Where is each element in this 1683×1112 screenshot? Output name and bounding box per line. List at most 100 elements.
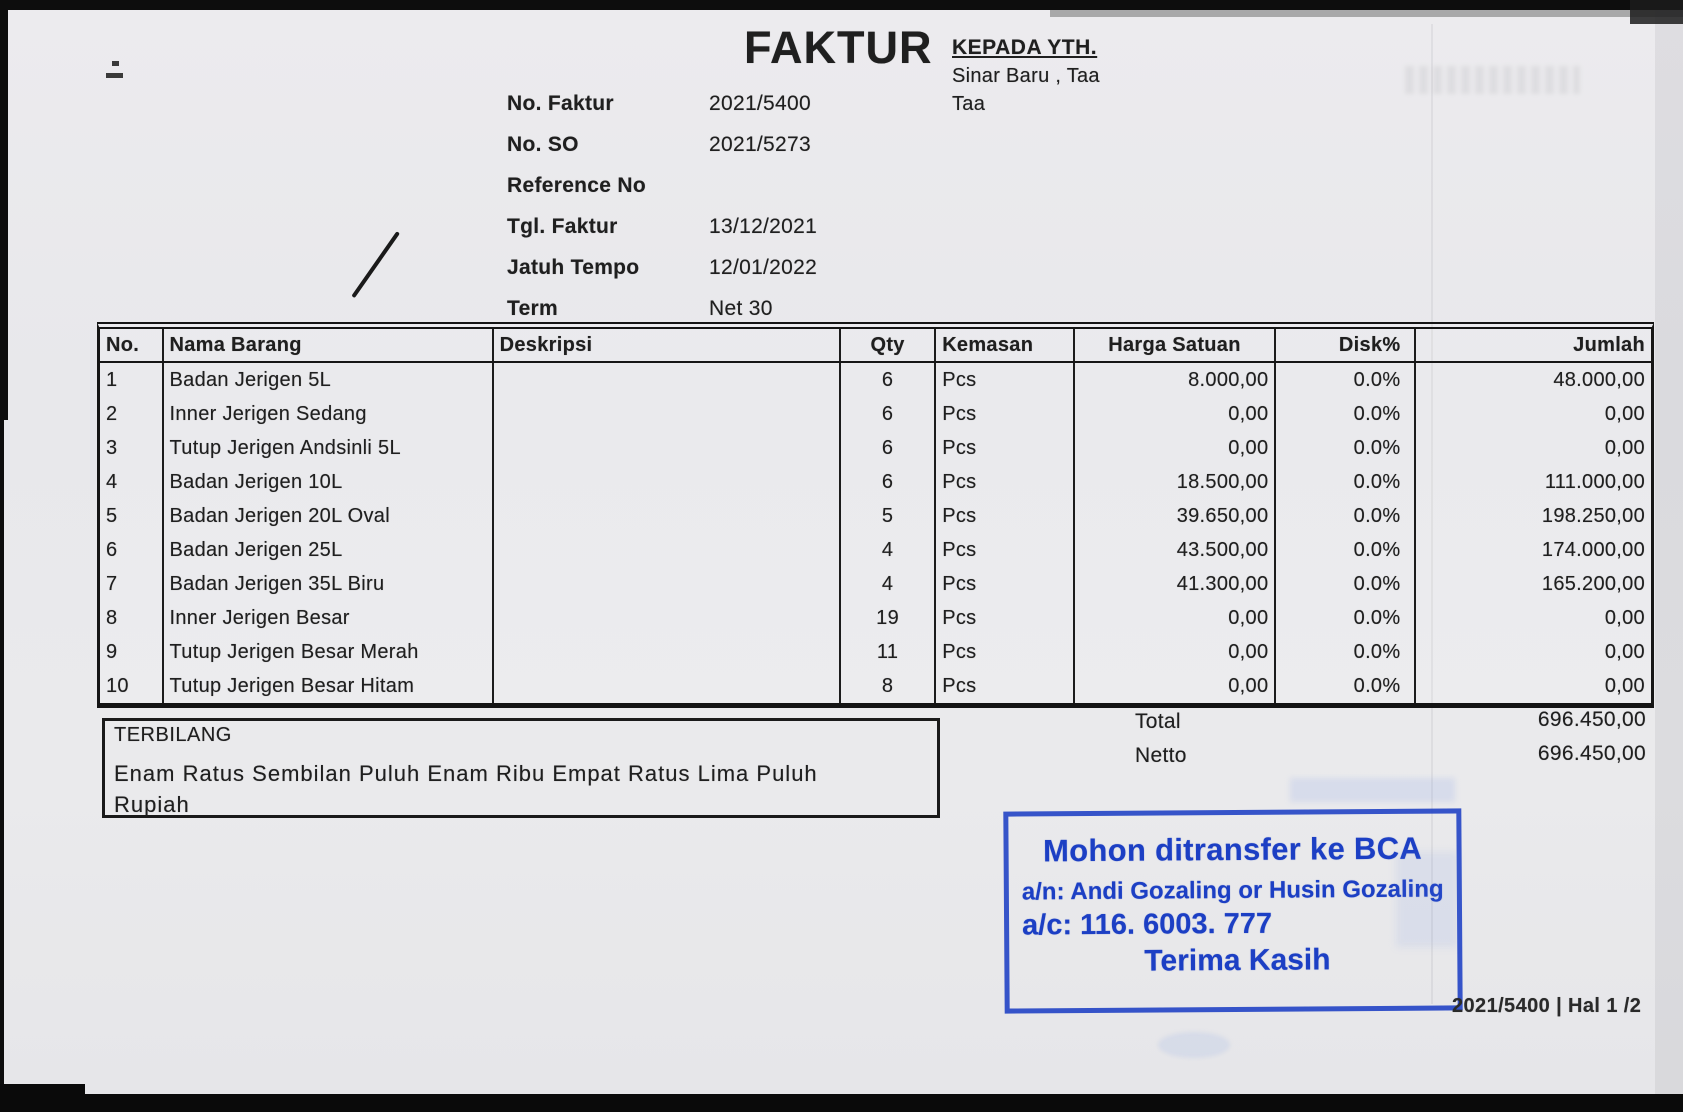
table-cell: 6 [100,533,164,567]
header-kemasan: Kemasan [935,329,1075,363]
table-cell: 0.0% [1275,533,1417,567]
items-table-body: 1 Badan Jerigen 5L 6 Pcs 8.000,00 0.0% 48.000,… [100,362,1651,703]
table-cell: 6 [840,362,937,397]
table-cell [492,635,842,669]
table-cell [492,499,842,533]
table-cell [492,465,842,499]
meta-row-term: Term Net 30 [507,297,817,338]
table-row: 10 Tutup Jerigen Besar Hitam 8 Pcs 0,00 0.0% 0… [100,669,1651,703]
table-cell: 198.250,00 [1541,504,1645,527]
scan-edge-bottom-left [0,1084,85,1112]
table-cell: 5 [100,499,164,533]
paper-fold-line [1431,24,1433,1004]
table-cell: Tutup Jerigen Besar Merah [162,635,494,669]
meta-label: No. SO [507,133,579,156]
table-row: 7 Badan Jerigen 35L Biru 4 Pcs 41.300,00 0.0%… [100,567,1651,601]
table-cell: Pcs [935,635,1075,669]
table-row: 4 Badan Jerigen 10L 6 Pcs 18.500,00 0.0% 111.0… [100,465,1651,499]
items-table: No. Nama Barang Deskripsi Qty Kemasan Ha… [97,322,1654,708]
table-cell: 0.0% [1275,567,1417,601]
table-cell: Pcs [935,567,1075,601]
table-cell: 174.000,00 [1541,538,1645,561]
table-cell: 0,00 [1604,436,1645,459]
header-no: No. [100,329,164,363]
header-harga-satuan: Harga Satuan [1073,329,1277,363]
table-cell: Badan Jerigen 25L [162,533,494,567]
table-cell [492,601,842,635]
table-cell: 165.200,00 [1541,572,1645,595]
table-cell: Badan Jerigen 20L Oval [162,499,494,533]
scan-edge-top-right [1630,0,1683,24]
bank-transfer-stamp: Mohon ditransfer ke BCA a/n: Andi Gozali… [1003,808,1463,1014]
table-cell: 0,00 [1604,606,1645,629]
meta-row-reference-no: Reference No [507,174,817,215]
table-cell: Badan Jerigen 5L [162,362,494,397]
meta-label: Reference No [507,174,646,197]
scan-edge-left [0,0,8,420]
table-cell: 1 [100,362,164,397]
table-row: 2 Inner Jerigen Sedang 6 Pcs 0,00 0.0% 0,00 [100,397,1651,431]
table-cell: 4 [840,567,937,601]
meta-value: 13/12/2021 [709,215,818,238]
table-cell: 5 [840,499,937,533]
items-table-header: No. Nama Barang Deskripsi Qty Kemasan Ha… [100,329,1651,363]
table-cell [492,669,842,703]
table-cell [492,567,842,601]
ink-bleed-through [1405,66,1580,94]
table-cell: 7 [100,567,164,601]
table-cell [492,431,842,465]
table-cell: 0.0% [1275,669,1417,703]
table-cell: 111.000,00 [1544,470,1645,493]
table-cell: 0.0% [1275,465,1417,499]
meta-row-no-so: No. SO 2021/5273 [507,133,817,174]
table-cell [492,397,842,431]
netto-label: Netto [1135,744,1187,767]
meta-row-jatuh-tempo: Jatuh Tempo 12/01/2022 [507,256,817,297]
table-cell: 3 [100,431,164,465]
table-cell: Pcs [935,601,1075,635]
table-cell: 0.0% [1275,601,1417,635]
table-cell: 0,00 [1073,601,1277,635]
meta-value: Net 30 [709,297,773,320]
table-cell: 0.0% [1275,499,1417,533]
table-cell: Inner Jerigen Besar [162,601,494,635]
table-cell: 9 [100,635,164,669]
scan-edge-top [0,0,1683,10]
table-cell: Badan Jerigen 10L [162,465,494,499]
recipient-label: KEPADA YTH. [952,36,1098,59]
table-row: 3 Tutup Jerigen Andsinli 5L 6 Pcs 0,00 0.0% 0,… [100,431,1651,465]
small-ink-dash [106,73,123,78]
stamp-line-4: Terima Kasih [1144,943,1331,978]
header-qty: Qty [840,329,937,363]
stamp-ghost-mark [1396,852,1458,947]
table-cell: 4 [840,533,937,567]
table-cell: 0,00 [1073,669,1277,703]
table-row: 1 Badan Jerigen 5L 6 Pcs 8.000,00 0.0% 48.000,… [100,362,1651,397]
meta-value: 12/01/2022 [709,256,818,279]
table-cell: 11 [840,635,937,669]
small-ink-dot [112,61,119,66]
table-cell: Inner Jerigen Sedang [162,397,494,431]
table-cell: 19 [840,601,937,635]
table-cell: 41.300,00 [1073,567,1277,601]
header-disk: Disk% [1275,329,1417,363]
table-cell: 6 [840,397,937,431]
table-cell: Pcs [935,499,1075,533]
terbilang-text: Enam Ratus Sembilan Puluh Enam Ribu Empa… [114,761,818,817]
table-cell: 0,00 [1604,674,1645,697]
table-cell: 0,00 [1604,640,1645,663]
page-footer: 2021/5400 | Hal 1 /2 [1452,995,1642,1017]
meta-label: Tgl. Faktur [507,215,618,238]
meta-label: No. Faktur [507,92,614,115]
table-cell: 10 [100,669,164,703]
table-cell: Pcs [935,431,1075,465]
table-row: 9 Tutup Jerigen Besar Merah 11 Pcs 0,00 0.0% 0… [100,635,1651,669]
table-cell: 43.500,00 [1073,533,1277,567]
table-cell: 4 [100,465,164,499]
table-cell: 2 [100,397,164,431]
meta-row-no-faktur: No. Faktur 2021/5400 [507,92,817,133]
meta-value: 2021/5273 [709,133,811,156]
netto-value: 696.450,00 [1537,742,1646,765]
header-deskripsi: Deskripsi [492,329,842,363]
